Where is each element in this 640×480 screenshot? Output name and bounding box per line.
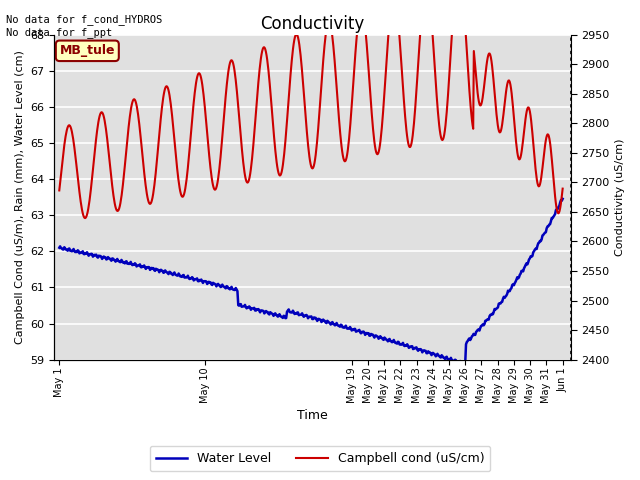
Water Level [559, 196, 566, 202]
Water Level [145, 264, 152, 270]
Campbell cond (uS/cm) [81, 215, 89, 221]
Line: Water Level: Water Level [60, 199, 563, 364]
Title: Conductivity: Conductivity [260, 15, 365, 33]
Text: MB_tule: MB_tule [60, 44, 115, 57]
Text: No data for f_cond_HYDROS
No data for f_ppt: No data for f_cond_HYDROS No data for f_… [6, 14, 163, 38]
Water Level [352, 329, 360, 335]
Water Level [435, 353, 442, 359]
Campbell cond (uS/cm) [348, 96, 356, 101]
Line: Campbell cond (uS/cm): Campbell cond (uS/cm) [60, 0, 563, 218]
Y-axis label: Campbell Cond (uS/m), Rain (mm), Water Level (cm): Campbell Cond (uS/m), Rain (mm), Water L… [15, 50, 25, 344]
Y-axis label: Conductivity (uS/cm): Conductivity (uS/cm) [615, 138, 625, 256]
Campbell cond (uS/cm) [490, 83, 498, 88]
Campbell cond (uS/cm) [377, 137, 385, 143]
Campbell cond (uS/cm) [559, 186, 566, 192]
X-axis label: Time: Time [297, 409, 328, 422]
Water Level [283, 309, 291, 314]
Water Level [392, 340, 399, 346]
Legend: Water Level, Campbell cond (uS/cm): Water Level, Campbell cond (uS/cm) [150, 446, 490, 471]
Campbell cond (uS/cm) [87, 187, 95, 193]
Water Level [458, 361, 466, 367]
Campbell cond (uS/cm) [56, 188, 63, 193]
Water Level [185, 275, 193, 281]
Water Level [56, 245, 63, 251]
Campbell cond (uS/cm) [362, 27, 369, 33]
Campbell cond (uS/cm) [438, 136, 445, 142]
